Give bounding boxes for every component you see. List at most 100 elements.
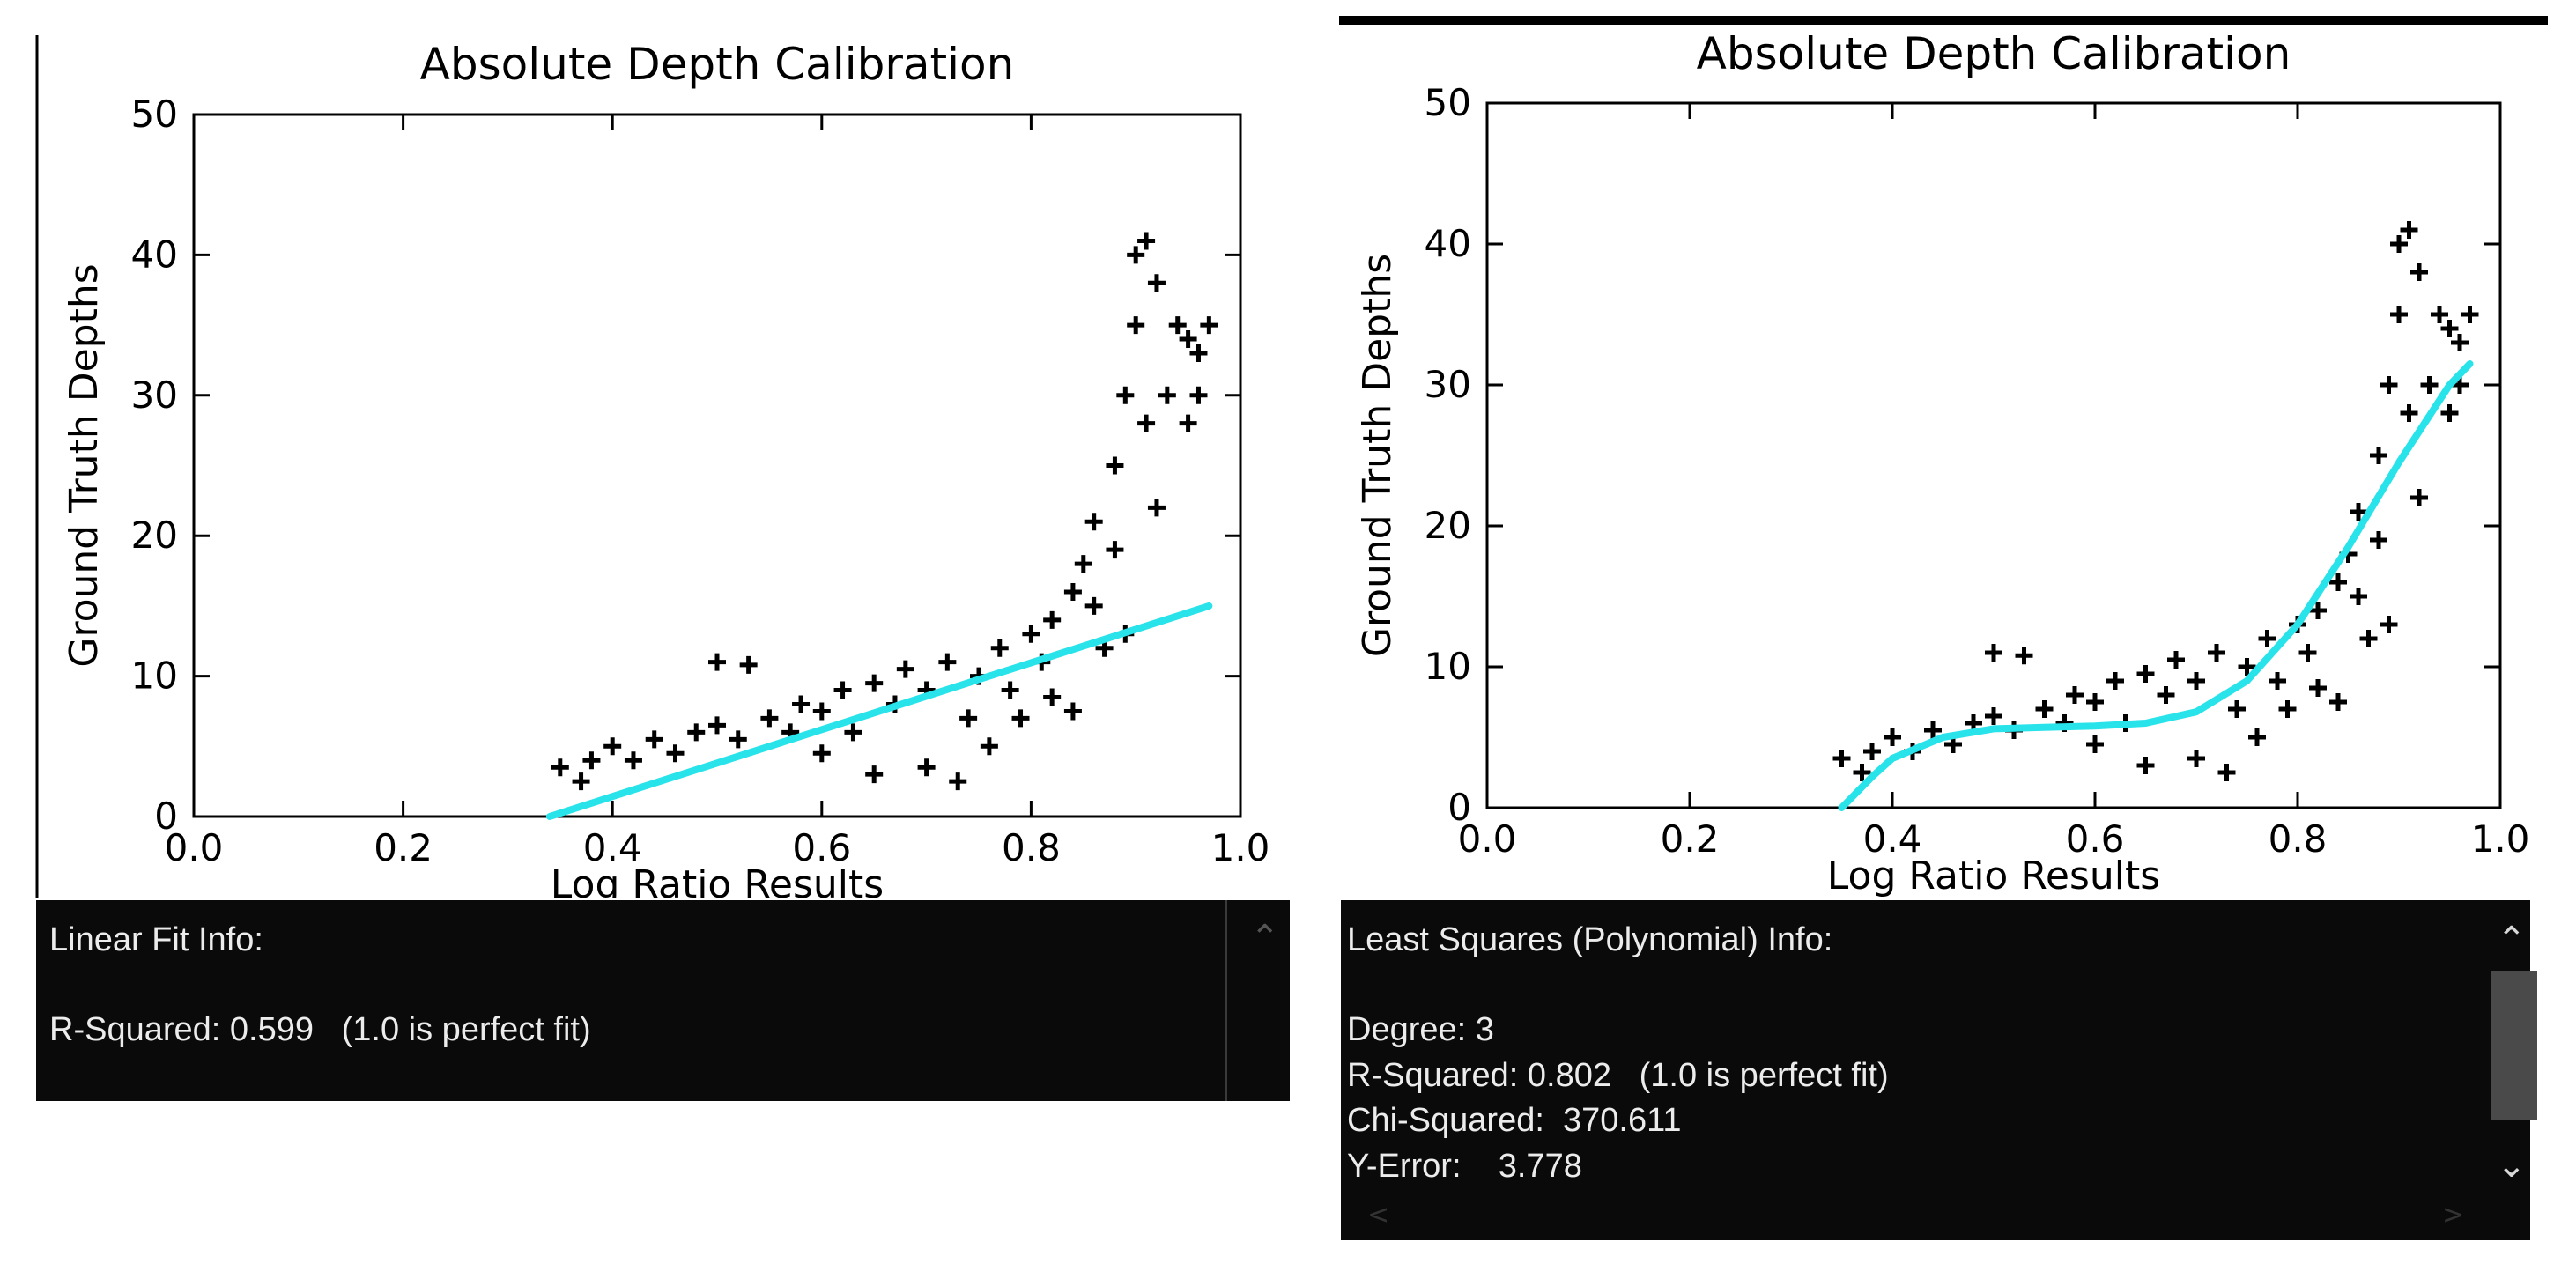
plots: Absolute Depth Calibration Log Ratio Resu…: [35, 16, 2548, 898]
data-point: [2329, 573, 2347, 591]
y-tick-label: 20: [131, 514, 178, 557]
panel-line: R-Squared: 0.599 (1.0 is perfect fit): [49, 1011, 591, 1048]
data-point: [2359, 630, 2378, 647]
data-point: [792, 695, 811, 713]
scroll-left[interactable]: <: [1367, 1200, 1390, 1231]
data-point: [2187, 672, 2205, 690]
data-point: [844, 723, 862, 742]
data-point: [2431, 306, 2448, 323]
data-point: [2228, 700, 2246, 718]
x-axis-label: Log Ratio Results: [1827, 854, 2160, 898]
chart-title: Absolute Depth Calibration: [1697, 28, 2291, 79]
data-point: [1063, 582, 1082, 601]
x-tick-label: 0.4: [583, 826, 642, 869]
scroll-up[interactable]: ⌃: [2497, 920, 2527, 960]
data-point: [1011, 709, 1030, 728]
x-tick-label: 0.8: [1002, 826, 1061, 869]
x-tick-label: 0.0: [165, 826, 224, 869]
data-point: [666, 744, 685, 763]
data-point: [2208, 644, 2225, 662]
data-point: [2410, 263, 2428, 281]
data-point: [1063, 702, 1082, 721]
info-panel: Linear Fit Info: R-Squared: 0.599 (1.0 i…: [36, 900, 1290, 1101]
x-tick-label: 0.6: [792, 826, 851, 869]
scroll-right[interactable]: >: [2442, 1200, 2465, 1231]
data-point: [2440, 320, 2459, 337]
data-point: [2278, 700, 2297, 718]
data-point: [2066, 686, 2084, 704]
y-tick-label: 30: [1425, 363, 1471, 406]
data-point: [2136, 665, 2155, 683]
data-point: [603, 737, 622, 756]
data-point: [2400, 404, 2418, 422]
x-tick-label: 0.6: [2066, 817, 2125, 861]
data-point: [812, 702, 831, 721]
x-tick-label: 1.0: [1211, 826, 1270, 869]
data-point: [2420, 376, 2439, 394]
data-point: [1127, 316, 1145, 335]
data-point: [1884, 728, 1901, 746]
x-tick-label: 0.2: [374, 826, 433, 869]
data-point: [1985, 644, 2002, 662]
panel-title: Linear Fit Info:: [49, 921, 263, 958]
y-axis-label: Ground Truth Depths: [1355, 254, 1400, 657]
y-tick-label: 40: [1425, 222, 1471, 265]
data-point: [865, 765, 884, 784]
data-point: [1985, 707, 2002, 725]
data-point: [2309, 602, 2327, 619]
scroll-down[interactable]: ⌄: [2497, 1145, 2527, 1186]
data-point: [2380, 616, 2398, 633]
data-point: [2370, 447, 2387, 464]
y-tick-label: 0: [1447, 786, 1471, 829]
data-point: [687, 723, 706, 742]
fit-line: [1838, 360, 2474, 811]
data-point: [2350, 503, 2367, 521]
data-point: [1106, 456, 1124, 475]
data-point: [1074, 555, 1092, 573]
data-point: [2380, 376, 2398, 394]
data-point: [1147, 499, 1166, 517]
data-point: [624, 751, 642, 770]
scroll-thumb[interactable]: [2491, 971, 2537, 1120]
data-point: [865, 674, 884, 692]
y-tick-label: 30: [131, 373, 178, 417]
data-point: [2451, 334, 2469, 351]
y-tick-label: 10: [1425, 645, 1471, 688]
x-tick-label: 1.0: [2471, 817, 2530, 861]
data-point: [2461, 306, 2479, 323]
data-point: [2269, 672, 2286, 690]
data-point: [2187, 750, 2205, 767]
window-top-bar: [1339, 16, 2548, 25]
data-point: [645, 730, 663, 749]
data-point: [2350, 588, 2367, 605]
x-axis-label: Log Ratio Results: [551, 862, 884, 898]
data-point: [2086, 693, 2104, 711]
y-tick-label: 50: [1425, 81, 1471, 124]
data-point: [1106, 541, 1124, 559]
fit-line: [545, 602, 1213, 820]
y-tick-label: 20: [1425, 504, 1471, 547]
data-point: [1147, 274, 1166, 292]
data-point: [1179, 414, 1197, 432]
data-point: [980, 737, 998, 756]
panel-line: Chi-Squared: 370.611: [1347, 1102, 1682, 1139]
data-point: [1179, 330, 1197, 349]
scroll-up[interactable]: ⌃: [1250, 918, 1280, 958]
x-tick-label: 0.8: [2269, 817, 2328, 861]
data-point: [1863, 743, 1881, 760]
data-point: [1084, 596, 1103, 615]
data-point: [2400, 221, 2418, 239]
y-axis-label: Ground Truth Depths: [62, 263, 107, 667]
plot-frame: [1485, 101, 2502, 809]
data-point: [572, 772, 590, 791]
data-point: [938, 653, 957, 671]
data-point: [2035, 700, 2054, 718]
data-point: [896, 660, 914, 678]
data-point: [2015, 647, 2033, 665]
data-point: [2217, 764, 2236, 781]
data-point: [739, 655, 758, 674]
data-point: [1832, 750, 1851, 767]
data-point: [1924, 721, 1942, 739]
info-panel: Least Squares (Polynomial) Info: Degree:…: [1341, 900, 2537, 1240]
panel-line: R-Squared: 0.802 (1.0 is perfect fit): [1347, 1057, 1889, 1094]
